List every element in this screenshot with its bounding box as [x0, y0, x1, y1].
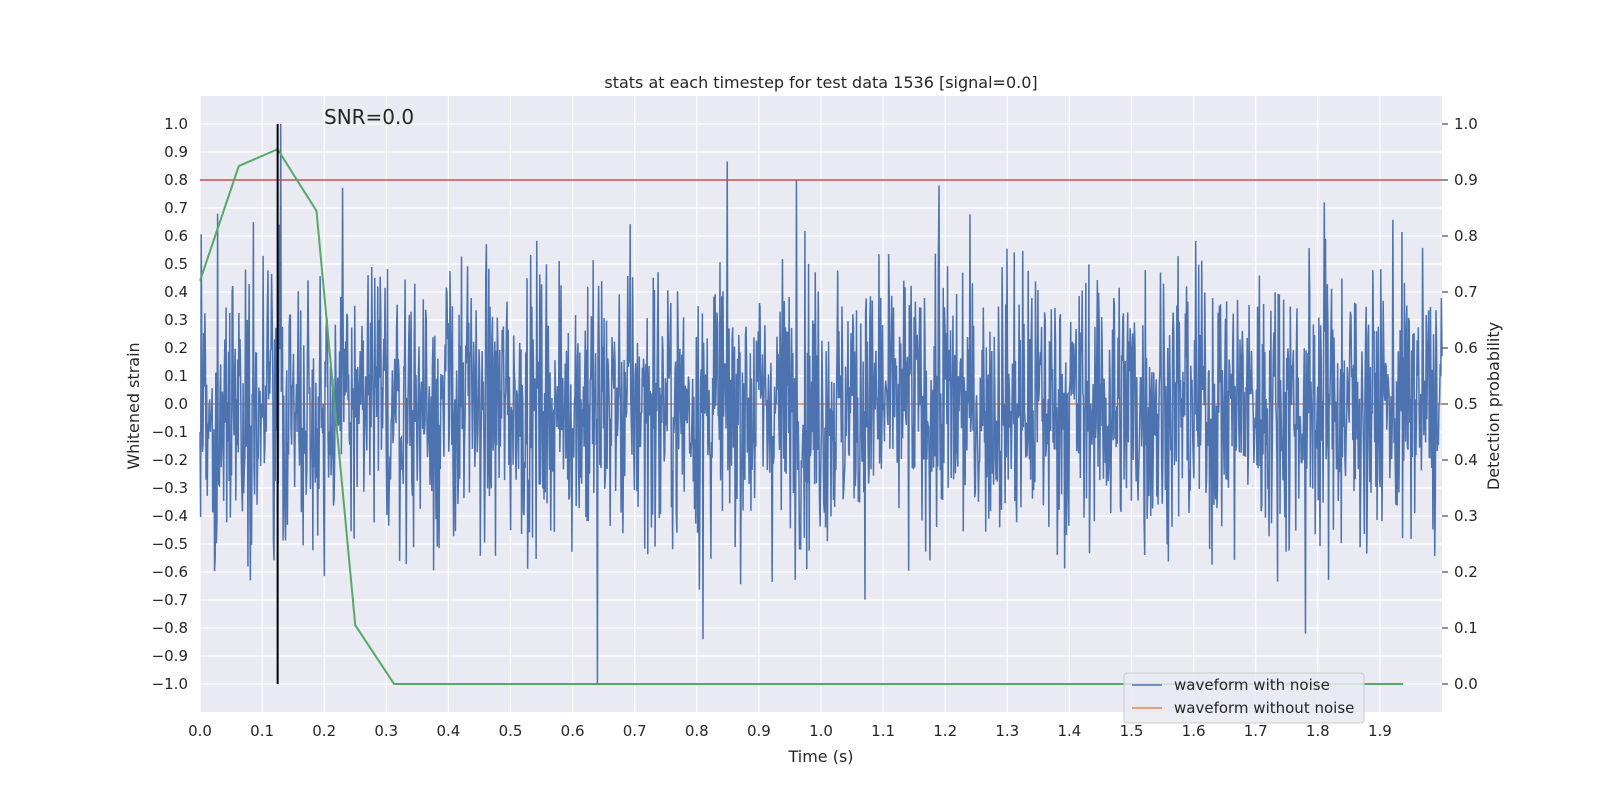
x-tick-label: 0.8 — [685, 722, 709, 740]
y2-tick-label: 1.0 — [1454, 115, 1478, 133]
x-tick-label: 0.1 — [250, 722, 274, 740]
y-tick-label: 0.4 — [164, 283, 188, 301]
y2-tick-label: 0.3 — [1454, 507, 1478, 525]
y-axis-ticks: 1.0 0.9 0.8 0.7 0.6 0.5 0.4 0.3 0.2 0.1 0.0 −0.1 −0.… — [152, 115, 188, 693]
y2-axis-ticks: 1.0 0.9 0.8 0.7 0.6 0.5 0.4 0.3 0.2 0.1 0.0 — [1442, 115, 1478, 693]
x-tick-label: 0.4 — [436, 722, 460, 740]
y2-tick-label: 0.4 — [1454, 451, 1478, 469]
y-tick-label: 0.5 — [164, 255, 188, 273]
y-tick-label: 0.1 — [164, 367, 188, 385]
series-waveform-with-noise — [199, 123, 1443, 685]
chart-title: stats at each timestep for test data 153… — [604, 73, 1037, 92]
series-detection-probability — [199, 147, 1404, 685]
x-tick-label: 1.7 — [1244, 722, 1268, 740]
y-axis-label: Whitened strain — [124, 342, 143, 469]
y-tick-label: −0.2 — [152, 451, 188, 469]
x-tick-label: 1.8 — [1306, 722, 1330, 740]
x-tick-label: 0.9 — [747, 722, 771, 740]
legend-box — [1123, 672, 1365, 724]
y2-tick-label: 0.7 — [1454, 283, 1478, 301]
legend-entry-noise: waveform with noise — [1174, 676, 1330, 694]
y-tick-label: 1.0 — [164, 115, 188, 133]
y-tick-label: 0.2 — [164, 339, 188, 357]
x-tick-label: 1.9 — [1368, 722, 1392, 740]
y-tick-label: −0.8 — [152, 619, 188, 637]
legend-entry-clean: waveform without noise — [1174, 699, 1354, 717]
x-tick-label: 0.3 — [374, 722, 398, 740]
y-tick-label: 0.8 — [164, 171, 188, 189]
x-tick-label: 1.0 — [809, 722, 833, 740]
y2-tick-label: 0.8 — [1454, 227, 1478, 245]
y-tick-label: −0.3 — [152, 479, 188, 497]
x-tick-label: 0.0 — [188, 722, 212, 740]
x-tick-label: 0.2 — [312, 722, 336, 740]
x-tick-label: 1.1 — [871, 722, 895, 740]
y-tick-label: 0.3 — [164, 311, 188, 329]
y-tick-label: 0.7 — [164, 199, 188, 217]
x-tick-label: 1.4 — [1057, 722, 1081, 740]
x-tick-label: 1.2 — [933, 722, 957, 740]
y2-axis-label: Detection probability — [1484, 322, 1503, 490]
x-tick-label: 0.6 — [561, 722, 585, 740]
y2-tick-label: 0.2 — [1454, 563, 1478, 581]
x-tick-label: 1.6 — [1182, 722, 1206, 740]
y-tick-label: 0.0 — [164, 395, 188, 413]
x-tick-label: 1.3 — [995, 722, 1019, 740]
x-axis-label: Time (s) — [787, 747, 853, 766]
x-tick-label: 0.7 — [623, 722, 647, 740]
y-tick-label: −0.4 — [152, 507, 188, 525]
y-tick-label: −0.6 — [152, 563, 188, 581]
x-axis-ticks: 0.0 0.1 0.2 0.3 0.4 0.5 0.6 0.7 0.8 0.9 1.0 1.1 1.2 1… — [188, 722, 1392, 740]
series-line-probability — [199, 147, 1404, 685]
y-tick-label: −0.1 — [152, 423, 188, 441]
x-tick-label: 0.5 — [499, 722, 523, 740]
y-tick-label: −0.7 — [152, 591, 188, 609]
y-tick-label: 0.9 — [164, 143, 188, 161]
y-tick-label: −0.9 — [152, 647, 188, 665]
y2-tick-label: 0.1 — [1454, 619, 1478, 637]
legend: waveform with noise waveform without noi… — [1123, 672, 1365, 724]
y-tick-label: 0.6 — [164, 227, 188, 245]
y2-tick-label: 0.0 — [1454, 675, 1478, 693]
y-tick-label: −0.5 — [152, 535, 188, 553]
series-line-with-noise — [199, 123, 1443, 685]
y-tick-label: −1.0 — [152, 675, 188, 693]
snr-annotation: SNR=0.0 — [324, 105, 414, 129]
y2-tick-label: 0.6 — [1454, 339, 1478, 357]
x-tick-label: 1.5 — [1120, 722, 1144, 740]
y2-tick-label: 0.5 — [1454, 395, 1478, 413]
y2-tick-label: 0.9 — [1454, 171, 1478, 189]
